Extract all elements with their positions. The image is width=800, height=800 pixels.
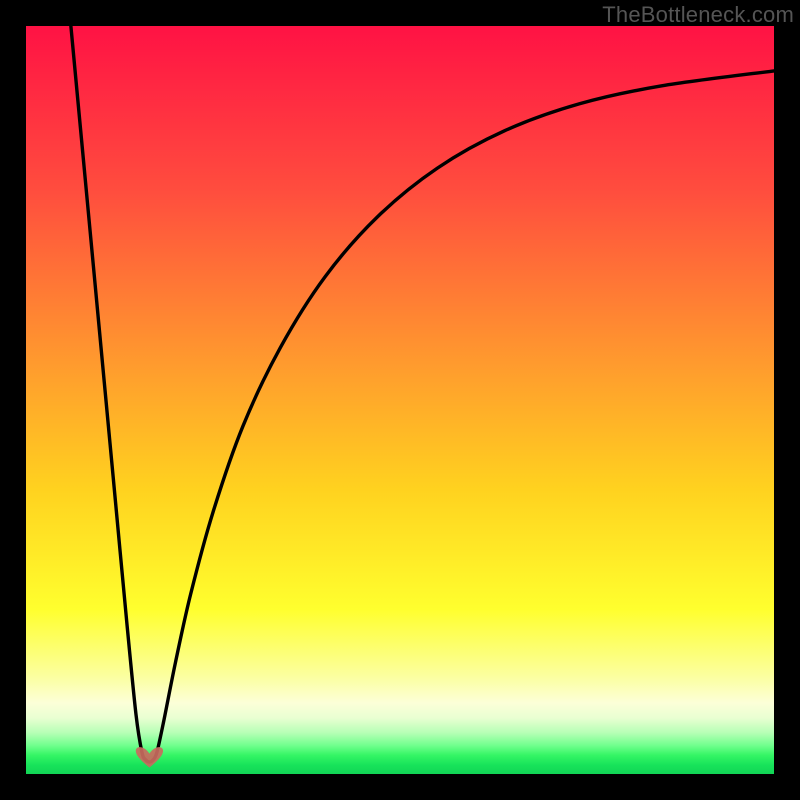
watermark-text: TheBottleneck.com — [602, 2, 794, 28]
chart-container: TheBottleneck.com — [0, 0, 800, 800]
plot-area — [26, 26, 774, 774]
chart-svg — [0, 0, 800, 800]
